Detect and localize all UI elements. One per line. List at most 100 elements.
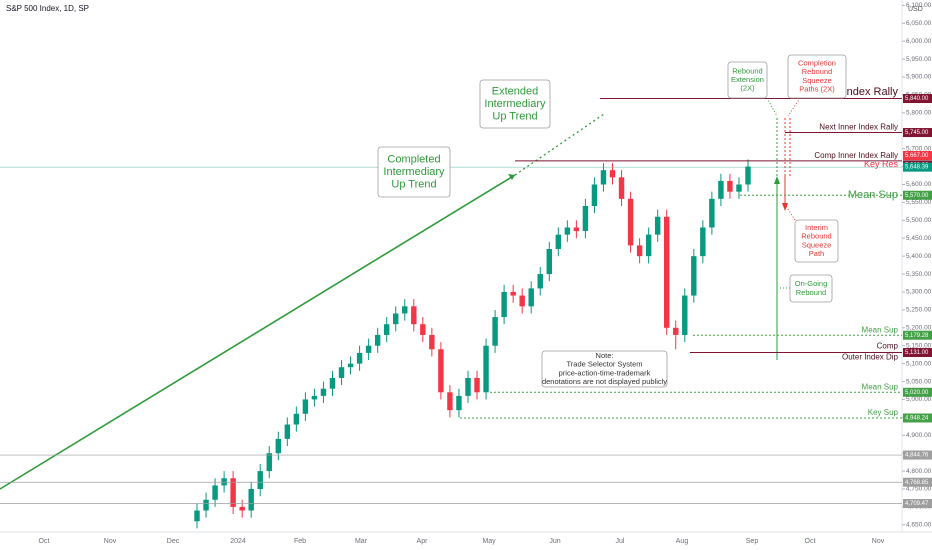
- candle-body: [736, 184, 742, 192]
- arrow-head: [782, 203, 788, 211]
- level-name: Outer Index Dip: [842, 353, 899, 362]
- level-name: Mean Sup: [862, 382, 899, 391]
- candle-body: [456, 395, 462, 411]
- candle-body: [718, 180, 724, 199]
- candle-body: [501, 291, 507, 318]
- y-tick-label: 5,500.00: [906, 217, 932, 224]
- candle-body: [537, 274, 543, 289]
- candle-body: [691, 256, 697, 296]
- price-tag: [903, 477, 932, 487]
- callout-box: [727, 61, 768, 99]
- price-tag: [903, 413, 932, 423]
- callout-box: [789, 274, 833, 303]
- candle-body: [682, 295, 688, 335]
- candle-body: [492, 317, 498, 346]
- x-tick-label: Oct: [805, 538, 816, 545]
- candle-body: [293, 413, 300, 425]
- x-tick-label: Nov: [872, 538, 885, 545]
- price-tag: [903, 128, 932, 138]
- candle-body: [528, 288, 534, 307]
- callout-text: Path: [809, 249, 824, 258]
- candle-body: [510, 291, 516, 296]
- arrow-head: [508, 174, 515, 180]
- candles: [194, 159, 751, 529]
- callout-text: Up Trend: [492, 111, 537, 123]
- y-tick-label: 5,900.00: [906, 74, 932, 81]
- candle-body: [582, 205, 589, 232]
- price-tag-label: 5,840.00: [905, 96, 929, 102]
- candle-body: [591, 184, 598, 206]
- currency: USD: [908, 6, 923, 13]
- y-tick-label: 5,000.00: [906, 396, 932, 403]
- y-tick-label: 5,700.00: [906, 145, 932, 152]
- candle-body: [645, 234, 652, 257]
- price-tag: [903, 499, 932, 509]
- candle-body: [420, 324, 426, 335]
- level-name: Key Sup: [868, 408, 899, 417]
- candle-body: [627, 198, 634, 246]
- candle-body: [212, 485, 218, 500]
- candle-body: [709, 198, 715, 228]
- y-tick-label: 5,100.00: [906, 360, 932, 367]
- candle-body: [555, 234, 562, 249]
- callout-text: Extended: [492, 85, 538, 97]
- price-tag: [903, 162, 932, 172]
- callout-box: [787, 54, 847, 99]
- candle-body: [745, 166, 751, 185]
- y-tick-label: 5,200.00: [906, 325, 932, 332]
- y-tick-label: 5,350.00: [906, 271, 932, 278]
- candle-body: [673, 327, 679, 335]
- callout-text: Intermediary: [484, 98, 546, 110]
- x-tick-label: Jul: [616, 538, 625, 545]
- candle-body: [302, 399, 309, 414]
- y-tick-label: 4,650.00: [906, 522, 932, 529]
- candle-body: [320, 388, 327, 396]
- price-tag-label: 5,667.00: [905, 153, 929, 159]
- candle-body: [203, 499, 209, 511]
- x-tick-label: Jun: [549, 538, 560, 545]
- x-tick-label: Sep: [746, 538, 759, 545]
- price-tag-label: 4,948.24: [905, 416, 929, 422]
- arrow-head: [774, 176, 780, 184]
- candle-body: [483, 345, 489, 393]
- level-name: Comp Inner Index Rally: [814, 151, 898, 160]
- price-tag-label: 5,131.00: [905, 350, 929, 356]
- x-tick-label: Oct: [39, 538, 50, 545]
- candle-body: [727, 180, 733, 192]
- candle-body: [338, 367, 345, 378]
- y-tick-label: 6,050.00: [906, 20, 932, 27]
- candle-body: [393, 313, 399, 325]
- callout-box: [541, 350, 668, 388]
- candle-body: [311, 395, 318, 400]
- callout-text: Up Trend: [391, 179, 436, 191]
- price-tag-label: 4,709.47: [905, 501, 929, 507]
- candle-body: [221, 478, 227, 486]
- candle-body: [700, 227, 706, 257]
- chart-title: S&P 500 Index, 1D, SP: [6, 4, 89, 13]
- price-tag: [903, 150, 932, 160]
- x-tick-label: 2024: [230, 538, 246, 545]
- candle-body: [284, 424, 291, 439]
- x-tick-label: Nov: [104, 538, 117, 545]
- price-tag: [903, 94, 932, 104]
- callout-text: (2X): [740, 84, 755, 93]
- candle-body: [266, 453, 272, 472]
- x-tick-label: Mar: [355, 538, 368, 545]
- price-tag: [903, 348, 932, 358]
- candle-body: [546, 248, 552, 275]
- candle-body: [618, 177, 625, 199]
- y-tick-label: 5,800.00: [906, 110, 932, 117]
- price-tag-label: 5,020.00: [905, 390, 929, 396]
- candle-body: [275, 438, 282, 454]
- candle-body: [474, 377, 480, 393]
- price-tag-label: 5,745.00: [905, 130, 929, 136]
- price-tag-label: 5,179.28: [905, 333, 929, 339]
- trend-line: [0, 174, 516, 490]
- candle-body: [383, 324, 390, 335]
- candle-body: [636, 245, 643, 257]
- x-tick-label: May: [482, 538, 496, 545]
- level-name: Next Inner Index Rally: [819, 123, 898, 132]
- y-tick-label: 4,800.00: [906, 468, 932, 475]
- candle-body: [600, 170, 607, 185]
